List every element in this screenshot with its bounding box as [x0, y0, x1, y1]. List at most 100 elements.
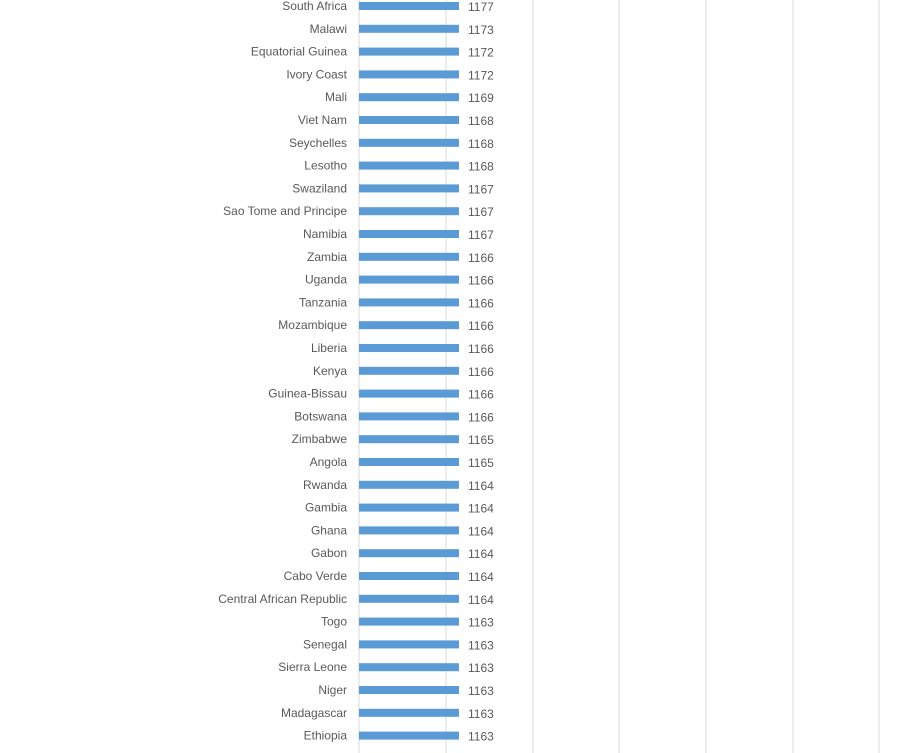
category-label: Uganda: [305, 273, 347, 287]
data-label: 1164: [468, 570, 494, 584]
data-label: 1163: [468, 638, 494, 652]
category-labels: South Africa Malawi Equatorial Guinea Ivory…: [218, 0, 347, 743]
category-label: Botswana: [294, 409, 347, 423]
category-label: Sao Tome and Principe: [223, 204, 347, 218]
bar: [359, 70, 459, 79]
data-label: 1173: [468, 23, 494, 37]
bar: [359, 321, 459, 330]
data-label: 1164: [468, 524, 494, 538]
data-label: 1166: [468, 251, 494, 265]
category-label: Angola: [310, 455, 348, 469]
bar: [359, 24, 459, 33]
data-label: 1163: [468, 730, 494, 744]
category-label: Ethiopia: [304, 729, 348, 743]
category-label: Zimbabwe: [292, 432, 348, 446]
data-label: 1163: [468, 707, 494, 721]
category-label: Gambia: [305, 501, 347, 515]
data-label: 1164: [468, 547, 494, 561]
data-label: 1177: [468, 0, 494, 14]
data-label: 1165: [468, 456, 494, 470]
bar: [359, 686, 459, 694]
data-label: 1164: [468, 593, 494, 607]
category-label: Kenya: [313, 364, 347, 378]
bar: [359, 138, 459, 147]
bar: [359, 549, 459, 558]
category-label: Tanzania: [299, 295, 347, 309]
data-label: 1166: [468, 388, 494, 402]
data-label: 1166: [468, 365, 494, 379]
bar: [359, 572, 459, 580]
bar: [359, 344, 459, 352]
data-label: 1168: [468, 160, 494, 174]
data-label: 1163: [468, 661, 494, 675]
bar: [359, 526, 459, 535]
bar: [359, 389, 459, 398]
bar: [359, 207, 459, 216]
data-label: 1164: [468, 502, 494, 516]
data-label: 1165: [468, 433, 494, 447]
category-label: Namibia: [303, 227, 347, 241]
bar: [359, 594, 459, 603]
data-label: 1166: [468, 296, 494, 310]
category-label: Liberia: [311, 341, 347, 355]
category-label: Togo: [321, 615, 347, 629]
category-label: Equatorial Guinea: [251, 45, 347, 59]
bar: [359, 298, 459, 307]
bar: [359, 184, 459, 193]
category-label: Zambia: [307, 250, 347, 264]
category-label: Viet Nam: [298, 113, 347, 127]
data-label: 1164: [468, 479, 494, 493]
gridlines: [358, 0, 880, 753]
bar: [359, 93, 459, 102]
category-label: Guinea-Bissau: [268, 387, 347, 401]
category-label: Senegal: [303, 637, 347, 651]
data-label: 1172: [468, 68, 494, 82]
bar: [359, 252, 459, 261]
data-label: 1166: [468, 410, 494, 424]
bar: [359, 617, 459, 626]
category-label: South Africa: [282, 0, 347, 13]
category-label: Madagascar: [281, 706, 347, 720]
bar: [359, 116, 459, 124]
category-label: Swaziland: [292, 181, 347, 195]
category-label: Gabon: [311, 546, 347, 560]
data-label: 1167: [468, 205, 494, 219]
category-label: Seychelles: [289, 136, 347, 150]
bar: [359, 731, 459, 740]
data-label: 1169: [468, 91, 494, 105]
bar: [359, 435, 459, 444]
bar: [359, 230, 459, 238]
data-label: 1168: [468, 137, 494, 151]
category-label: Ivory Coast: [286, 67, 347, 81]
bar: [359, 2, 459, 10]
category-label: Malawi: [310, 22, 347, 36]
data-label: 1168: [468, 114, 494, 128]
category-label: Lesotho: [304, 159, 347, 173]
bar: [359, 47, 459, 56]
data-label: 1166: [468, 342, 494, 356]
data-label: 1166: [468, 274, 494, 288]
category-label: Ghana: [311, 523, 347, 537]
category-label: Mali: [325, 90, 347, 104]
bar: [359, 161, 459, 170]
bar: [359, 275, 459, 284]
data-label: 1163: [468, 616, 494, 630]
bar: [359, 640, 459, 649]
bar: [359, 366, 459, 375]
data-label: 1167: [468, 228, 494, 242]
category-label: Sierra Leone: [278, 660, 347, 674]
bar: [359, 480, 459, 489]
category-label: Rwanda: [303, 478, 347, 492]
data-label: 1172: [468, 46, 494, 60]
bar: [359, 458, 459, 466]
bars: [359, 2, 459, 740]
value-labels: 1177 1173 1172 1172 1169 1168 1168 1168 1167 1167…: [468, 0, 494, 744]
data-label: 1166: [468, 319, 494, 333]
bar: [359, 663, 459, 672]
category-label: Central African Republic: [218, 592, 347, 606]
data-label: 1167: [468, 182, 494, 196]
category-label: Mozambique: [278, 318, 347, 332]
bar: [359, 503, 459, 512]
category-label: Niger: [318, 683, 347, 697]
